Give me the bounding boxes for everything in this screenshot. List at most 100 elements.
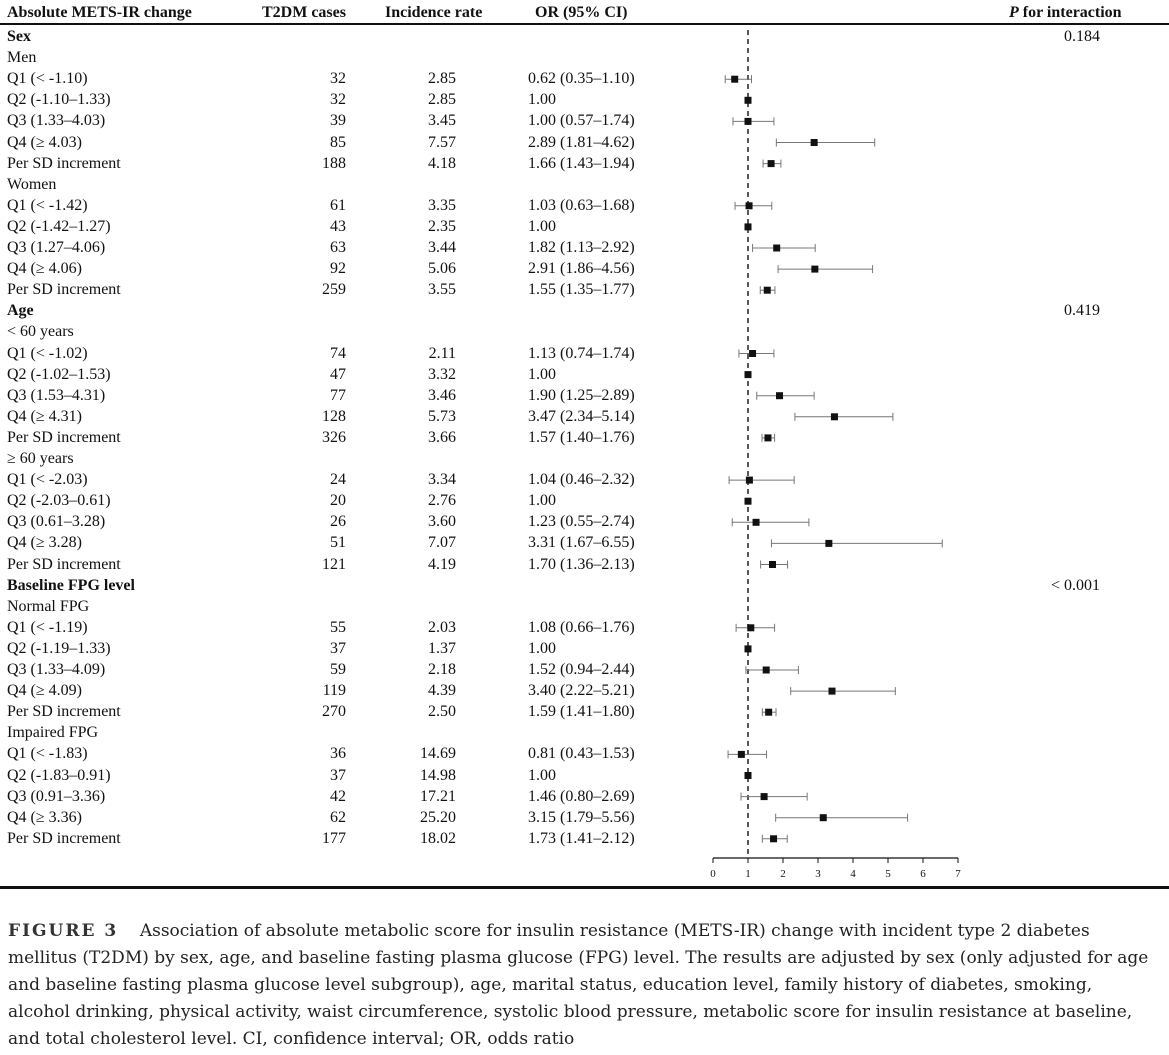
rate-cell: 2.18 bbox=[428, 661, 456, 678]
or-cell: 1.00 bbox=[528, 492, 556, 510]
or-cell: 1.00 bbox=[528, 91, 556, 109]
cases-cell: 37 bbox=[330, 639, 346, 657]
or-cell: 1.04 (0.46–2.32) bbox=[528, 471, 635, 489]
group-row: Sex 0.184 bbox=[0, 26, 1169, 47]
row-label: Q3 (1.53–4.31) bbox=[7, 386, 106, 404]
subgroup-row: < 60 years bbox=[0, 321, 1169, 342]
rate-cell: 25.20 bbox=[420, 808, 456, 826]
x-tick-label: 4 bbox=[850, 868, 856, 880]
row-label: Q3 (1.27–4.06) bbox=[7, 239, 106, 256]
row-label: Age bbox=[7, 302, 34, 320]
row-label: Impaired FPG bbox=[7, 724, 99, 742]
row-label: Q1 (< -2.03) bbox=[7, 471, 88, 489]
bottom-rule bbox=[0, 886, 1169, 889]
x-tick-label: 6 bbox=[920, 868, 926, 880]
or-cell: 1.03 (0.63–1.68) bbox=[528, 196, 635, 214]
cases-cell: 63 bbox=[330, 239, 346, 256]
or-cell: 1.00 bbox=[528, 217, 556, 235]
header-or: OR (95% CI) bbox=[535, 4, 628, 21]
cases-cell: 24 bbox=[330, 471, 346, 489]
cases-cell: 326 bbox=[322, 428, 346, 446]
cases-cell: 20 bbox=[330, 492, 346, 510]
table-row: Q1 (< -1.02) 74 2.11 1.13 (0.74–1.74) bbox=[0, 343, 1169, 364]
subgroup-row: Women bbox=[0, 174, 1169, 195]
cases-cell: 59 bbox=[330, 661, 346, 678]
table-row: Q1 (< -1.19) 55 2.03 1.08 (0.66–1.76) bbox=[0, 617, 1169, 638]
or-cell: 1.66 (1.43–1.94) bbox=[528, 154, 635, 172]
cases-cell: 55 bbox=[330, 618, 346, 636]
row-label: Sex bbox=[7, 28, 31, 45]
row-label: Q1 (< -1.19) bbox=[7, 618, 88, 636]
cases-cell: 128 bbox=[322, 407, 346, 425]
cases-cell: 61 bbox=[330, 196, 346, 214]
subgroup-row: Men bbox=[0, 47, 1169, 68]
p-interaction-cell: 0.419 bbox=[1064, 302, 1100, 320]
rate-cell: 3.55 bbox=[428, 281, 456, 299]
subgroup-row: ≥ 60 years bbox=[0, 448, 1169, 469]
row-label: Per SD increment bbox=[7, 154, 121, 172]
table-row: Q4 (≥ 4.09) 119 4.39 3.40 (2.22–5.21) bbox=[0, 680, 1169, 701]
row-label: Q4 (≥ 4.03) bbox=[7, 133, 82, 151]
or-cell: 1.13 (0.74–1.74) bbox=[528, 344, 635, 362]
table-header: Absolute METS-IR change T2DM cases Incid… bbox=[0, 0, 1169, 24]
row-label: Per SD increment bbox=[7, 829, 121, 847]
table-row: Q2 (-2.03–0.61) 20 2.76 1.00 bbox=[0, 490, 1169, 511]
row-label: Q2 (-1.02–1.53) bbox=[7, 365, 111, 383]
table-row: Q2 (-1.10–1.33) 32 2.85 1.00 bbox=[0, 89, 1169, 110]
or-cell: 3.31 (1.67–6.55) bbox=[528, 534, 635, 552]
rate-cell: 3.45 bbox=[428, 112, 456, 130]
x-tick-label: 2 bbox=[780, 868, 786, 880]
cases-cell: 62 bbox=[330, 808, 346, 826]
table-row: Q4 (≥ 4.03) 85 7.57 2.89 (1.81–4.62) bbox=[0, 132, 1169, 153]
table-row: Per SD increment 121 4.19 1.70 (1.36–2.13) bbox=[0, 554, 1169, 575]
cases-cell: 51 bbox=[330, 534, 346, 552]
row-label: Q4 (≥ 3.28) bbox=[7, 534, 82, 552]
or-cell: 0.81 (0.43–1.53) bbox=[528, 745, 635, 763]
rate-cell: 3.34 bbox=[428, 471, 456, 489]
rate-cell: 3.60 bbox=[428, 513, 456, 531]
table-row: Per SD increment 270 2.50 1.59 (1.41–1.80) bbox=[0, 701, 1169, 722]
row-label: Per SD increment bbox=[7, 555, 121, 573]
rate-cell: 17.21 bbox=[420, 787, 456, 805]
group-row: Age 0.419 bbox=[0, 300, 1169, 321]
row-label: < 60 years bbox=[7, 323, 74, 341]
caption-text: Association of absolute metabolic score … bbox=[8, 921, 1149, 1049]
row-label: Per SD increment bbox=[7, 428, 121, 446]
cases-cell: 42 bbox=[330, 787, 346, 805]
or-cell: 0.62 (0.35–1.10) bbox=[528, 70, 635, 88]
rate-cell: 2.50 bbox=[428, 703, 456, 721]
cases-cell: 92 bbox=[330, 260, 346, 278]
x-tick-label: 7 bbox=[955, 868, 961, 880]
cases-cell: 177 bbox=[322, 829, 346, 847]
row-label: Q3 (1.33–4.03) bbox=[7, 112, 106, 130]
or-cell: 1.82 (1.13–2.92) bbox=[528, 239, 635, 256]
row-label: Women bbox=[7, 175, 57, 193]
or-cell: 1.57 (1.40–1.76) bbox=[528, 428, 635, 446]
table-row: Per SD increment 326 3.66 1.57 (1.40–1.76) bbox=[0, 427, 1169, 448]
table-row: Q1 (< -2.03) 24 3.34 1.04 (0.46–2.32) bbox=[0, 469, 1169, 490]
rate-cell: 4.19 bbox=[428, 555, 456, 573]
row-label: Q1 (< -1.10) bbox=[7, 70, 88, 88]
p-interaction-cell: 0.184 bbox=[1064, 28, 1100, 45]
or-cell: 3.40 (2.22–5.21) bbox=[528, 682, 635, 700]
cases-cell: 259 bbox=[322, 281, 346, 299]
rate-cell: 2.03 bbox=[428, 618, 456, 636]
row-label: Q4 (≥ 3.36) bbox=[7, 808, 82, 826]
subgroup-row: Normal FPG bbox=[0, 596, 1169, 617]
row-label: Per SD increment bbox=[7, 281, 121, 299]
rate-cell: 3.46 bbox=[428, 386, 456, 404]
p-interaction-cell: < 0.001 bbox=[1050, 576, 1100, 594]
table-row: Q4 (≥ 4.31) 128 5.73 3.47 (2.34–5.14) bbox=[0, 406, 1169, 427]
x-tick-label: 0 bbox=[710, 868, 716, 880]
row-label: Q1 (< -1.02) bbox=[7, 344, 88, 362]
row-label: Normal FPG bbox=[7, 597, 90, 615]
table-row: Q4 (≥ 3.28) 51 7.07 3.31 (1.67–6.55) bbox=[0, 532, 1169, 553]
table-row: Q2 (-1.83–0.91) 37 14.98 1.00 bbox=[0, 765, 1169, 786]
cases-cell: 39 bbox=[330, 112, 346, 130]
table-row: Q1 (< -1.83) 36 14.69 0.81 (0.43–1.53) bbox=[0, 743, 1169, 764]
rate-cell: 2.11 bbox=[428, 344, 456, 362]
row-label: Q4 (≥ 4.06) bbox=[7, 260, 82, 278]
rate-cell: 2.85 bbox=[428, 91, 456, 109]
or-cell: 1.23 (0.55–2.74) bbox=[528, 513, 635, 531]
header-cases: T2DM cases bbox=[262, 4, 346, 21]
